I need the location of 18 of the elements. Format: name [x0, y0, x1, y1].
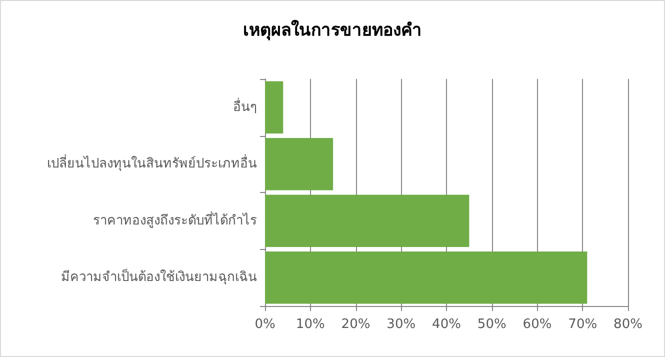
bar — [265, 252, 588, 304]
x-tick-label: 80% — [614, 317, 642, 332]
x-tick-label: 10% — [296, 317, 325, 332]
x-tick-label: 0% — [254, 317, 276, 332]
x-tick-label: 40% — [432, 317, 461, 332]
x-tick-label: 70% — [568, 317, 598, 332]
y-tick-label: อื่นๆ — [233, 98, 257, 115]
x-tick-label: 60% — [522, 317, 552, 332]
bar — [265, 194, 470, 247]
x-tick-label: 30% — [386, 317, 416, 332]
chart-title: เหตุผลในการขายทองคำ — [243, 20, 422, 40]
bar — [265, 138, 334, 190]
x-tick-label: 50% — [477, 317, 506, 332]
y-tick-label: ราคาทองสูงถึงระดับที่ได้กำไร — [93, 211, 257, 228]
bar — [265, 81, 284, 134]
x-tick-label: 20% — [341, 317, 370, 332]
y-tick-label: มีความจำเป็นต้องใช้เงินยามฉุกเฉิน — [61, 267, 257, 286]
y-tick-label: เปลี่ยนไปลงทุนในสินทรัพย์ประเภทอื่น — [47, 154, 257, 172]
